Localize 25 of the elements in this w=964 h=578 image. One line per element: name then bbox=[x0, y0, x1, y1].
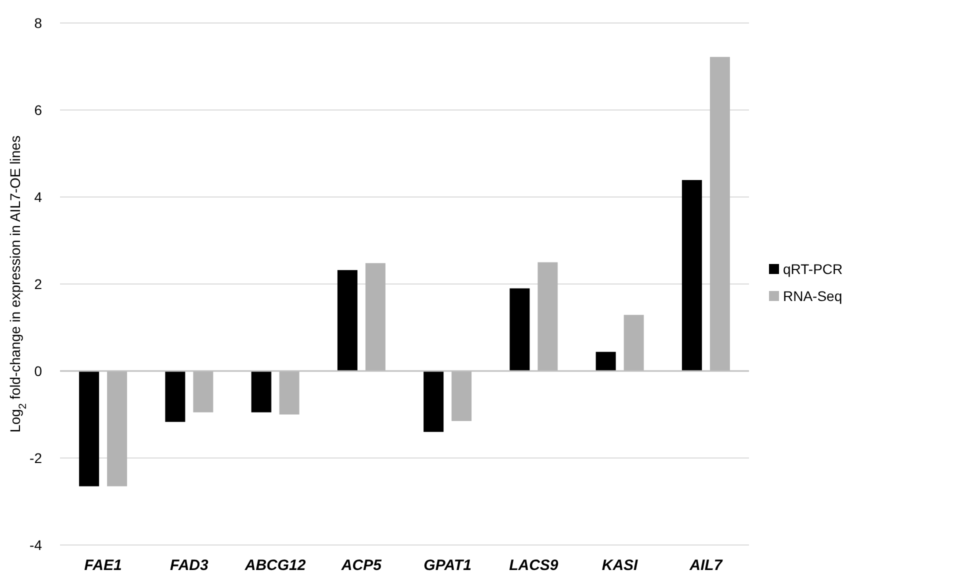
y-tick-label: 6 bbox=[34, 102, 42, 118]
bar bbox=[596, 352, 616, 371]
y-tick-label: 2 bbox=[34, 276, 42, 292]
x-tick-label: FAD3 bbox=[170, 557, 210, 574]
bar bbox=[337, 270, 358, 371]
legend-label: RNA-Seq bbox=[783, 288, 842, 304]
x-tick-label: AIL7 bbox=[688, 557, 723, 574]
bar bbox=[682, 180, 702, 371]
bar bbox=[79, 371, 100, 486]
x-tick-label: FAE1 bbox=[84, 557, 122, 574]
x-tick-label: GPAT1 bbox=[424, 557, 472, 574]
x-tick-label: ACP5 bbox=[340, 557, 382, 574]
bar bbox=[251, 371, 272, 412]
legend-label: qRT-PCR bbox=[783, 260, 843, 277]
bar bbox=[424, 371, 444, 432]
y-tick-label: -4 bbox=[30, 536, 42, 553]
y-tick-label: -2 bbox=[30, 450, 42, 466]
x-tick-label: KASI bbox=[602, 557, 639, 574]
y-tick-label: 4 bbox=[34, 188, 42, 205]
x-tick-label: LACS9 bbox=[509, 557, 559, 574]
y-tick-label: 8 bbox=[34, 14, 42, 31]
x-tick-label: ABCG12 bbox=[244, 557, 306, 574]
bar bbox=[510, 288, 530, 371]
y-tick-label: 0 bbox=[34, 362, 42, 379]
bar bbox=[165, 371, 186, 422]
